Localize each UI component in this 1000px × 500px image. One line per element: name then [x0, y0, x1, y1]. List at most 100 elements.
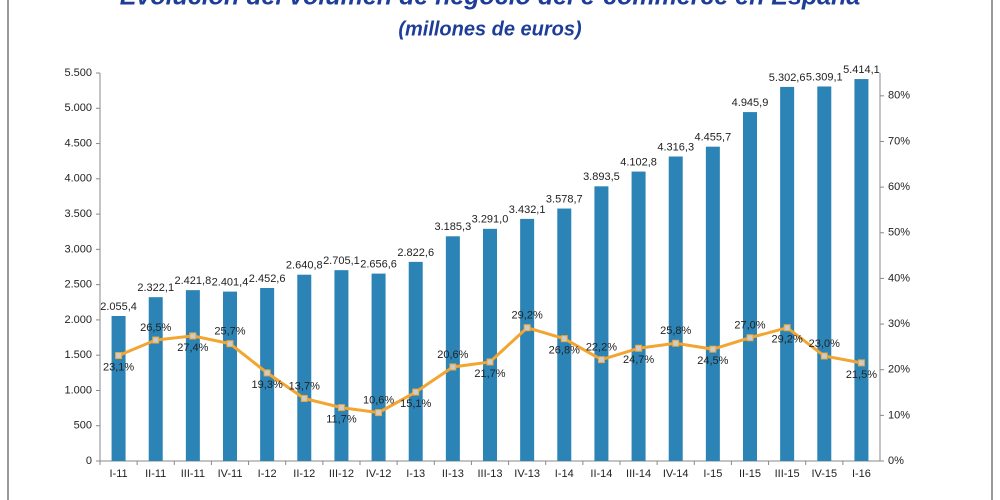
line-marker [300, 394, 308, 402]
y2-tick-label: 0% [888, 455, 904, 467]
bar [483, 228, 497, 461]
line-value-label: 23,0% [809, 338, 840, 350]
line-value-label: 29,2% [772, 334, 803, 346]
bar-value-label: 3.893,5 [583, 171, 620, 183]
bar [668, 156, 683, 462]
y-tick-label: 3.000 [64, 243, 92, 255]
line-value-label: 27,4% [177, 342, 208, 354]
bar-value-label: 3.185,3 [435, 221, 472, 233]
line-value-label: 22,2% [586, 342, 617, 354]
bar-value-label: 2.705,1 [323, 255, 360, 267]
line-value-label: 25,8% [660, 325, 691, 337]
line-marker [449, 363, 457, 371]
line-marker [523, 324, 531, 332]
bar-value-label: 2.656,6 [360, 258, 397, 270]
x-tick-label: I-13 [406, 468, 425, 480]
line-value-label: 23,1% [103, 361, 134, 373]
line-marker [152, 336, 160, 344]
bar-value-label: 2.822,6 [397, 247, 434, 259]
bar [445, 236, 460, 461]
line-value-label: 24,7% [623, 354, 654, 366]
line-value-label: 19,3% [252, 379, 283, 391]
line-marker [857, 359, 865, 367]
y-tick-label: 2.000 [64, 314, 92, 326]
bar [854, 79, 869, 462]
y2-tick-label: 30% [888, 318, 910, 330]
line-marker [486, 358, 494, 366]
bar [705, 146, 720, 461]
bar [111, 316, 126, 461]
bar-value-label: 3.291,0 [472, 214, 509, 226]
line-marker [746, 334, 754, 342]
line-value-label: 20,6% [437, 349, 468, 361]
y-tick-label: 1.000 [64, 384, 92, 396]
line-marker [412, 388, 420, 396]
line-value-label: 25,7% [214, 326, 245, 338]
x-tick-label: IV-15 [811, 468, 837, 480]
line-marker [783, 324, 791, 332]
x-tick-label: I-14 [555, 468, 574, 480]
bar-value-label: 3.578,7 [546, 193, 583, 205]
y-tick-label: 4.500 [64, 137, 92, 149]
x-tick-label: III-14 [626, 468, 651, 480]
line-marker [597, 356, 605, 364]
x-tick-label: II-13 [442, 468, 464, 480]
line-marker [635, 344, 643, 352]
x-tick-label: I-11 [110, 468, 128, 480]
line-value-label: 11,7% [326, 413, 357, 425]
y2-tick-label: 10% [888, 409, 910, 421]
bar [817, 86, 832, 461]
bar-value-label: 3.432,1 [509, 204, 546, 216]
y2-tick-label: 50% [888, 227, 910, 239]
y-tick-label: 5.500 [64, 67, 92, 79]
y-tick-label: 500 [74, 420, 92, 432]
x-tick-label: III-15 [775, 468, 800, 480]
y-tick-label: 5.000 [64, 102, 92, 114]
x-tick-label: II-11 [145, 468, 166, 480]
line-marker [375, 409, 383, 417]
y-tick-label: 2.500 [64, 279, 92, 291]
bar-value-label: 2.322,1 [137, 282, 174, 294]
line-value-label: 10,6% [363, 395, 394, 407]
chart-subtitle: (millones de euros) [398, 18, 582, 40]
bar [371, 273, 386, 461]
bar [520, 218, 535, 461]
bar-value-label: 5.302,6 [769, 72, 806, 84]
x-tick-label: IV-13 [514, 468, 540, 480]
x-tick-label: I-12 [258, 468, 277, 480]
y2-tick-label: 40% [888, 272, 910, 284]
line-value-label: 13,7% [289, 380, 320, 392]
x-tick-label: III-12 [329, 468, 354, 480]
x-tick-label: II-12 [293, 468, 315, 480]
bar [334, 270, 349, 461]
bar-value-label: 2.452,6 [249, 273, 286, 285]
x-tick-label: III-13 [477, 468, 502, 480]
line-marker [337, 404, 345, 412]
line-value-label: 26,8% [549, 345, 580, 357]
bar-value-label: 2.401,4 [212, 276, 249, 288]
line-marker [560, 335, 568, 343]
line-value-label: 21,5% [846, 369, 877, 381]
bar-value-label: 5.309,1 [806, 71, 843, 83]
line-value-label: 27,0% [734, 320, 765, 332]
y-tick-label: 1.500 [64, 349, 92, 361]
bar [557, 208, 572, 461]
x-tick-label: III-11 [181, 468, 205, 480]
y-tick-label: 4.000 [64, 173, 92, 185]
y-tick-label: 0 [86, 455, 92, 467]
line-marker [672, 339, 680, 347]
x-tick-label: IV-14 [663, 468, 689, 480]
x-tick-label: II-14 [590, 468, 612, 480]
x-tick-label: IV-12 [366, 468, 392, 480]
y-tick-label: 3.500 [64, 208, 92, 220]
x-tick-label: I-15 [703, 468, 722, 480]
y2-tick-label: 60% [888, 181, 910, 193]
bar-value-label: 4.455,7 [695, 132, 732, 144]
line-marker [263, 369, 271, 377]
bar [223, 291, 237, 461]
bar [185, 290, 200, 461]
x-tick-label: IV-11 [218, 468, 243, 480]
bar [408, 261, 423, 461]
